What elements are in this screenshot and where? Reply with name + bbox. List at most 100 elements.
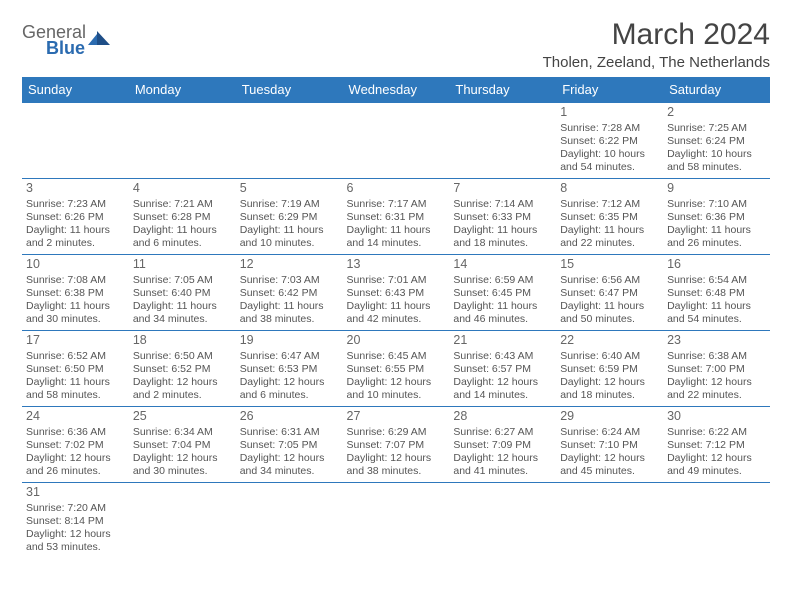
- sunset-text: Sunset: 6:29 PM: [240, 211, 339, 224]
- calendar-cell: 31Sunrise: 7:20 AMSunset: 8:14 PMDayligh…: [22, 483, 129, 559]
- day-number: 21: [453, 333, 552, 349]
- daylight-text: Daylight: 11 hours: [240, 224, 339, 237]
- day-number: 28: [453, 409, 552, 425]
- day-number: 11: [133, 257, 232, 273]
- daylight-text: and 30 minutes.: [133, 465, 232, 478]
- sunset-text: Sunset: 6:43 PM: [347, 287, 446, 300]
- calendar-body: 1Sunrise: 7:28 AMSunset: 6:22 PMDaylight…: [22, 103, 770, 559]
- calendar-cell: 14Sunrise: 6:59 AMSunset: 6:45 PMDayligh…: [449, 255, 556, 331]
- sunrise-text: Sunrise: 6:29 AM: [347, 426, 446, 439]
- daylight-text: Daylight: 11 hours: [240, 300, 339, 313]
- daylight-text: and 18 minutes.: [560, 389, 659, 402]
- daylight-text: Daylight: 12 hours: [453, 376, 552, 389]
- day-number: 23: [667, 333, 766, 349]
- sunset-text: Sunset: 7:12 PM: [667, 439, 766, 452]
- sunrise-text: Sunrise: 6:34 AM: [133, 426, 232, 439]
- daylight-text: and 14 minutes.: [453, 389, 552, 402]
- daylight-text: and 2 minutes.: [26, 237, 125, 250]
- calendar-cell-empty: [22, 103, 129, 179]
- calendar-cell: 26Sunrise: 6:31 AMSunset: 7:05 PMDayligh…: [236, 407, 343, 483]
- calendar-cell: 18Sunrise: 6:50 AMSunset: 6:52 PMDayligh…: [129, 331, 236, 407]
- sunset-text: Sunset: 8:14 PM: [26, 515, 125, 528]
- daylight-text: Daylight: 12 hours: [26, 528, 125, 541]
- sunset-text: Sunset: 6:47 PM: [560, 287, 659, 300]
- calendar-cell: 19Sunrise: 6:47 AMSunset: 6:53 PMDayligh…: [236, 331, 343, 407]
- calendar-cell-empty: [236, 483, 343, 559]
- weekday-header: Tuesday: [236, 77, 343, 103]
- day-number: 2: [667, 105, 766, 121]
- page-title: March 2024: [543, 18, 770, 52]
- sunset-text: Sunset: 6:28 PM: [133, 211, 232, 224]
- daylight-text: and 10 minutes.: [240, 237, 339, 250]
- sunset-text: Sunset: 7:09 PM: [453, 439, 552, 452]
- day-number: 19: [240, 333, 339, 349]
- sunrise-text: Sunrise: 6:24 AM: [560, 426, 659, 439]
- calendar-cell: 27Sunrise: 6:29 AMSunset: 7:07 PMDayligh…: [343, 407, 450, 483]
- daylight-text: Daylight: 11 hours: [667, 300, 766, 313]
- day-number: 10: [26, 257, 125, 273]
- daylight-text: and 26 minutes.: [667, 237, 766, 250]
- calendar-cell-empty: [129, 483, 236, 559]
- daylight-text: and 50 minutes.: [560, 313, 659, 326]
- daylight-text: and 41 minutes.: [453, 465, 552, 478]
- calendar-cell: 1Sunrise: 7:28 AMSunset: 6:22 PMDaylight…: [556, 103, 663, 179]
- day-number: 30: [667, 409, 766, 425]
- sunset-text: Sunset: 6:52 PM: [133, 363, 232, 376]
- daylight-text: and 38 minutes.: [347, 465, 446, 478]
- calendar-header-row: SundayMondayTuesdayWednesdayThursdayFrid…: [22, 77, 770, 103]
- day-number: 12: [240, 257, 339, 273]
- daylight-text: Daylight: 11 hours: [667, 224, 766, 237]
- day-number: 5: [240, 181, 339, 197]
- day-number: 18: [133, 333, 232, 349]
- weekday-header: Thursday: [449, 77, 556, 103]
- calendar-cell: 20Sunrise: 6:45 AMSunset: 6:55 PMDayligh…: [343, 331, 450, 407]
- daylight-text: Daylight: 12 hours: [240, 452, 339, 465]
- sunset-text: Sunset: 6:55 PM: [347, 363, 446, 376]
- daylight-text: and 49 minutes.: [667, 465, 766, 478]
- sunrise-text: Sunrise: 6:47 AM: [240, 350, 339, 363]
- daylight-text: and 42 minutes.: [347, 313, 446, 326]
- calendar-cell: 15Sunrise: 6:56 AMSunset: 6:47 PMDayligh…: [556, 255, 663, 331]
- calendar-cell-empty: [343, 483, 450, 559]
- sunset-text: Sunset: 6:33 PM: [453, 211, 552, 224]
- day-number: 17: [26, 333, 125, 349]
- calendar-cell: 9Sunrise: 7:10 AMSunset: 6:36 PMDaylight…: [663, 179, 770, 255]
- sunrise-text: Sunrise: 6:27 AM: [453, 426, 552, 439]
- daylight-text: and 6 minutes.: [240, 389, 339, 402]
- calendar-cell: 8Sunrise: 7:12 AMSunset: 6:35 PMDaylight…: [556, 179, 663, 255]
- sunrise-text: Sunrise: 6:59 AM: [453, 274, 552, 287]
- daylight-text: Daylight: 11 hours: [26, 224, 125, 237]
- sunrise-text: Sunrise: 6:36 AM: [26, 426, 125, 439]
- day-number: 7: [453, 181, 552, 197]
- daylight-text: Daylight: 12 hours: [347, 452, 446, 465]
- day-number: 13: [347, 257, 446, 273]
- daylight-text: and 46 minutes.: [453, 313, 552, 326]
- day-number: 14: [453, 257, 552, 273]
- daylight-text: Daylight: 12 hours: [347, 376, 446, 389]
- day-number: 1: [560, 105, 659, 121]
- daylight-text: Daylight: 12 hours: [560, 452, 659, 465]
- title-block: March 2024 Tholen, Zeeland, The Netherla…: [543, 18, 770, 71]
- calendar-cell: 12Sunrise: 7:03 AMSunset: 6:42 PMDayligh…: [236, 255, 343, 331]
- calendar-cell: 24Sunrise: 6:36 AMSunset: 7:02 PMDayligh…: [22, 407, 129, 483]
- day-number: 24: [26, 409, 125, 425]
- sunrise-text: Sunrise: 6:31 AM: [240, 426, 339, 439]
- daylight-text: and 34 minutes.: [133, 313, 232, 326]
- sunrise-text: Sunrise: 7:23 AM: [26, 198, 125, 211]
- daylight-text: Daylight: 11 hours: [560, 224, 659, 237]
- daylight-text: and 2 minutes.: [133, 389, 232, 402]
- sunrise-text: Sunrise: 7:17 AM: [347, 198, 446, 211]
- sunrise-text: Sunrise: 7:12 AM: [560, 198, 659, 211]
- sunset-text: Sunset: 6:24 PM: [667, 135, 766, 148]
- daylight-text: Daylight: 12 hours: [133, 452, 232, 465]
- sunrise-text: Sunrise: 7:08 AM: [26, 274, 125, 287]
- daylight-text: and 30 minutes.: [26, 313, 125, 326]
- day-number: 6: [347, 181, 446, 197]
- calendar-cell: 13Sunrise: 7:01 AMSunset: 6:43 PMDayligh…: [343, 255, 450, 331]
- logo-word2: Blue: [46, 38, 85, 58]
- day-number: 26: [240, 409, 339, 425]
- day-number: 31: [26, 485, 125, 501]
- calendar-cell: 25Sunrise: 6:34 AMSunset: 7:04 PMDayligh…: [129, 407, 236, 483]
- sunset-text: Sunset: 6:57 PM: [453, 363, 552, 376]
- sunrise-text: Sunrise: 6:22 AM: [667, 426, 766, 439]
